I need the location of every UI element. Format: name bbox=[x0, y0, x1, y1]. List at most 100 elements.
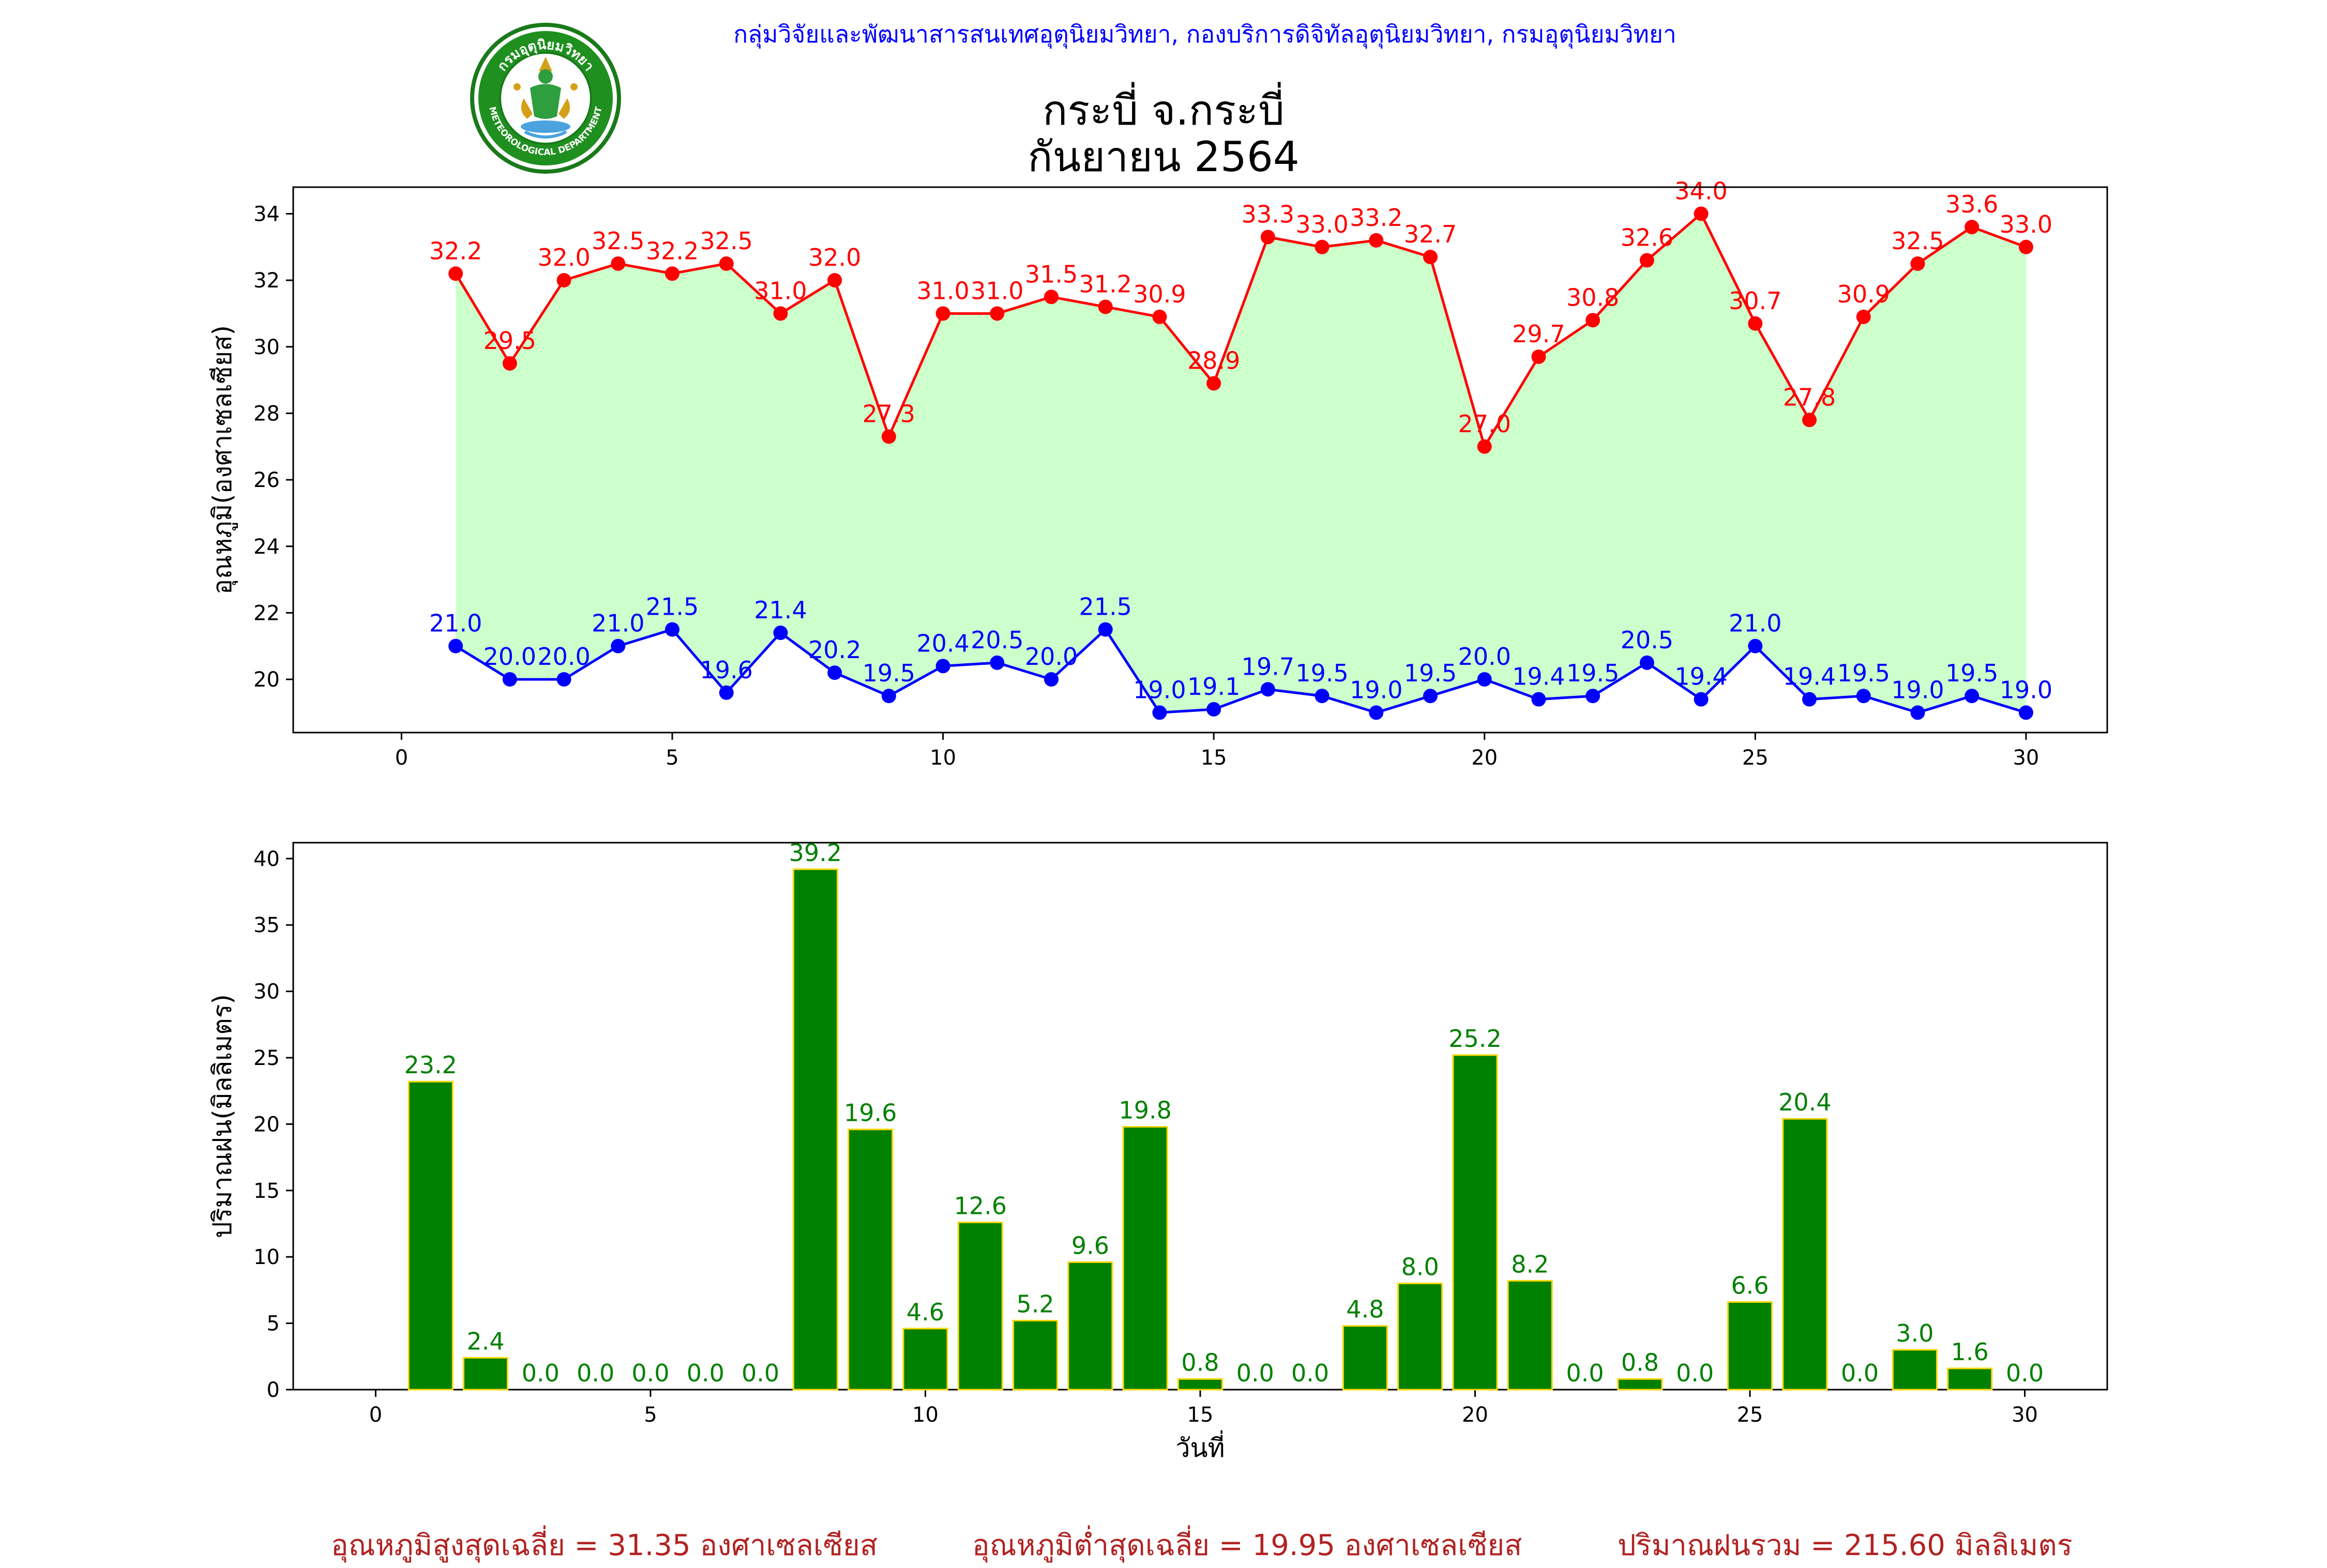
max-temp-point bbox=[502, 356, 517, 371]
rain-bar bbox=[1892, 1349, 1938, 1391]
max-temp-data-label: 31.0 bbox=[916, 277, 969, 305]
rain-bar bbox=[1617, 1378, 1663, 1391]
min-temp-data-label: 19.0 bbox=[2000, 676, 2052, 704]
max-temp-point bbox=[881, 429, 896, 444]
max-temp-data-label: 29.5 bbox=[483, 327, 536, 355]
min-temp-point bbox=[1748, 638, 1763, 653]
min-temp-point bbox=[1314, 689, 1329, 704]
max-temp-data-label: 34.0 bbox=[1674, 177, 1727, 205]
rain-data-label: 0.0 bbox=[687, 1359, 724, 1387]
min-temp-line bbox=[455, 627, 2027, 714]
rain-data-label: 3.0 bbox=[1896, 1319, 1933, 1347]
min-temp-point bbox=[1694, 692, 1709, 707]
avg-max-temp-summary: อุณหภูมิสูงสุดเฉลี่ย = 31.35 องศาเซลเซีย… bbox=[331, 1529, 878, 1562]
temp-ytick-label: 28 bbox=[253, 402, 280, 425]
rain-bar bbox=[463, 1357, 509, 1391]
rain-data-label: 0.0 bbox=[631, 1359, 669, 1387]
rain-ytick-label: 15 bbox=[253, 1179, 280, 1203]
rain-data-label: 0.0 bbox=[2006, 1359, 2044, 1387]
max-temp-line bbox=[455, 211, 2027, 450]
min-temp-point bbox=[827, 665, 842, 680]
rain-xlabel: วันที่ bbox=[1175, 1430, 1225, 1463]
max-temp-data-label: 32.2 bbox=[429, 237, 482, 265]
temp-xtick-label: 5 bbox=[666, 746, 678, 770]
min-temp-point bbox=[1044, 672, 1059, 687]
temp-axes: 0 5 10 15 20 25 30 20 22 24 26 28 30 32 34 อุณหภูมิ(องศ… bbox=[207, 186, 2108, 770]
min-temp-point bbox=[990, 655, 1005, 670]
rain-data-label: 0.0 bbox=[742, 1359, 779, 1387]
max-temp-data-label: 32.5 bbox=[1891, 227, 1944, 255]
min-temp-data-label: 19.1 bbox=[1187, 673, 1240, 701]
max-temp-data-label: 32.5 bbox=[592, 227, 644, 255]
station-title: กระบี่ จ.กระบี่ bbox=[1042, 86, 1285, 134]
min-temp-data-label: 21.5 bbox=[646, 593, 699, 621]
rain-data-label: 12.6 bbox=[954, 1192, 1007, 1220]
rain-xtick-label: 30 bbox=[2012, 1403, 2038, 1427]
max-temp-point bbox=[1098, 299, 1113, 314]
max-temp-point bbox=[773, 306, 788, 321]
rain-data-label: 0.0 bbox=[1841, 1359, 1879, 1387]
min-temp-data-label: 19.0 bbox=[1350, 676, 1402, 704]
min-temp-data-label: 19.5 bbox=[1295, 659, 1348, 687]
rain-data-label: 2.4 bbox=[466, 1327, 504, 1355]
min-temp-point bbox=[1423, 689, 1438, 704]
min-temp-point bbox=[935, 659, 950, 674]
max-temp-data-label: 32.0 bbox=[808, 243, 861, 271]
min-temp-point bbox=[1856, 689, 1871, 704]
min-temp-point bbox=[719, 685, 734, 700]
max-temp-data-label: 27.3 bbox=[863, 400, 915, 428]
min-temp-data-label: 19.5 bbox=[1945, 659, 1998, 687]
max-temp-point bbox=[611, 256, 626, 271]
max-temp-point bbox=[1044, 290, 1059, 305]
rain-data-label: 0.8 bbox=[1621, 1348, 1659, 1376]
period-title: กันยายน 2564 bbox=[1027, 133, 1300, 181]
rain-bar bbox=[1013, 1319, 1059, 1391]
rain-ytick-label: 5 bbox=[267, 1312, 280, 1336]
min-temp-point bbox=[1477, 672, 1492, 687]
min-temp-point bbox=[2018, 705, 2033, 720]
rain-bar bbox=[848, 1129, 894, 1391]
min-temp-data-label: 20.2 bbox=[808, 636, 861, 664]
min-temp-data-label: 19.0 bbox=[1891, 676, 1944, 704]
rain-data-label: 9.6 bbox=[1071, 1231, 1109, 1259]
temp-xtick-label: 15 bbox=[1201, 746, 1227, 770]
rain-ytick-label: 0 bbox=[267, 1378, 280, 1402]
rain-ylabel: ปริมาณฝน(มิลลิเมตร) bbox=[207, 994, 237, 1238]
min-temp-data-label: 20.5 bbox=[1621, 626, 1673, 654]
min-temp-data-label: 19.0 bbox=[1133, 676, 1186, 704]
rain-xtick-label: 25 bbox=[1737, 1403, 1763, 1427]
min-temp-data-label: 21.4 bbox=[754, 596, 807, 624]
rain-bar bbox=[1067, 1261, 1113, 1391]
min-temp-point bbox=[1965, 689, 1980, 704]
rain-ytick-label: 35 bbox=[253, 914, 280, 937]
min-temp-point bbox=[1369, 705, 1384, 720]
temp-xtick-label: 0 bbox=[395, 746, 408, 770]
min-temp-data-label: 21.0 bbox=[429, 610, 482, 637]
total-rain-summary: ปริมาณฝนรวม = 215.60 มิลลิเมตร bbox=[1618, 1529, 2073, 1562]
max-temp-data-label: 33.3 bbox=[1242, 200, 1294, 228]
rain-data-label: 19.8 bbox=[1119, 1097, 1171, 1124]
rain-bar bbox=[1452, 1054, 1498, 1391]
min-temp-data-label: 21.0 bbox=[1729, 610, 1781, 637]
rain-xtick-label: 5 bbox=[644, 1403, 657, 1427]
max-temp-point bbox=[1206, 376, 1221, 391]
max-temp-data-label: 27.0 bbox=[1458, 410, 1511, 438]
temp-ytick-label: 32 bbox=[253, 269, 280, 293]
max-temp-point bbox=[1856, 309, 1871, 324]
rain-bar bbox=[957, 1221, 1003, 1391]
max-temp-data-label: 33.6 bbox=[1945, 190, 1998, 218]
min-temp-point bbox=[1531, 692, 1546, 707]
max-temp-data-label: 30.9 bbox=[1837, 280, 1890, 308]
rain-data-label: 5.2 bbox=[1017, 1290, 1054, 1318]
rain-xtick-label: 15 bbox=[1187, 1403, 1214, 1427]
rain-data-label: 4.8 bbox=[1346, 1296, 1384, 1323]
max-temp-point bbox=[990, 306, 1005, 321]
max-temp-point bbox=[1585, 313, 1600, 328]
temp-ytick-label: 26 bbox=[253, 468, 280, 492]
rain-bar bbox=[1122, 1126, 1168, 1391]
min-temp-data-label: 19.5 bbox=[863, 659, 915, 687]
max-temp-data-label: 32.6 bbox=[1621, 224, 1673, 252]
min-temp-data-label: 20.0 bbox=[537, 643, 590, 671]
